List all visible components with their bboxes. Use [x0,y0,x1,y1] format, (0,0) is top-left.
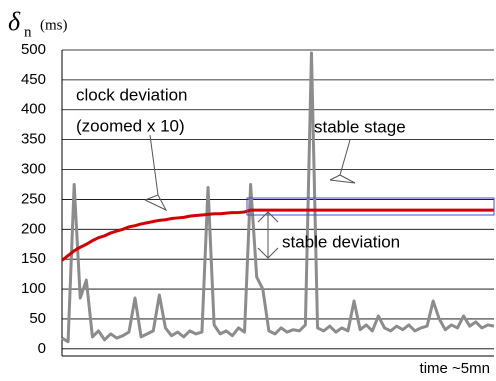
y-tick-label: 150 [21,250,46,267]
series-line [61,208,494,262]
annotation: (zoomed x 10) [76,116,185,135]
annotation: clock deviation [76,85,188,104]
y-tick-label: 450 [21,71,46,88]
stable-box [246,197,495,216]
y-tick-label: 300 [21,161,46,178]
y-tick-label: 500 [21,41,46,58]
y-tick-label: 400 [21,101,46,118]
y-label-subscript: n [24,24,32,40]
annotation: stable deviation [282,232,400,251]
y-tick-label: 200 [21,220,46,237]
y-tick-label: 350 [21,131,46,148]
y-label-unit: (ms) [40,17,68,33]
y-tick-label: 50 [29,310,46,327]
series-line [61,51,495,344]
y-tick-label: 250 [21,190,46,207]
pointer [329,139,356,184]
y-tick-label: 0 [38,340,46,357]
y-label-symbol: δ [8,7,21,36]
y-tick-label: 100 [21,280,46,297]
x-label: time ~5mn [420,360,490,377]
annotation: stable stage [314,117,406,136]
double-arrow [257,211,279,259]
pointer [144,134,168,212]
